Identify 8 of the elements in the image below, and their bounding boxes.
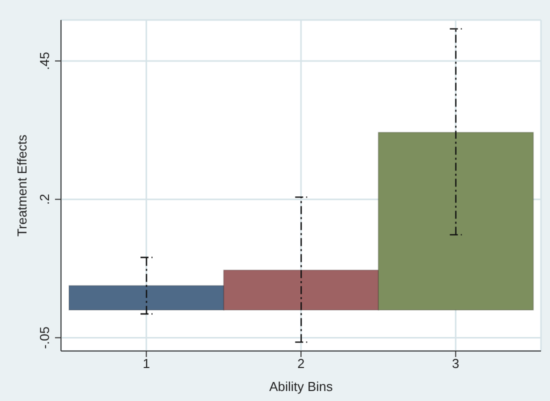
y-tick-label: -.05 [37,326,52,349]
x-tick-label: 1 [142,356,150,372]
x-axis-title: Ability Bins [269,379,334,394]
x-tick-label: 2 [297,356,305,372]
x-tick-label: 3 [452,356,460,372]
y-tick-label: .45 [37,52,52,70]
y-axis-title: Treatment Effects [14,134,30,236]
y-tick-label: .2 [37,194,52,205]
